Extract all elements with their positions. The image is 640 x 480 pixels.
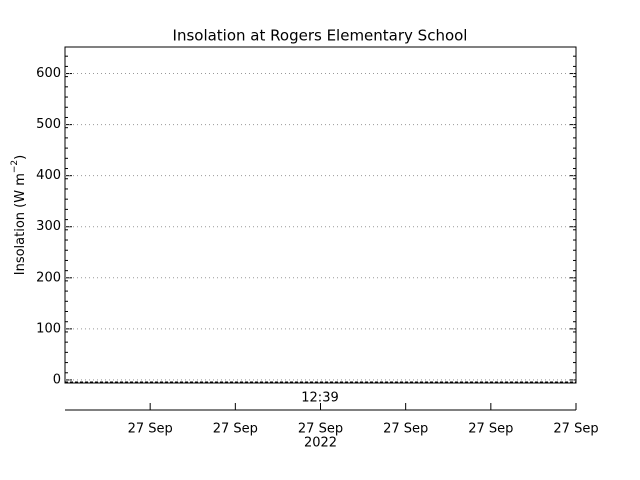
plot-frame (64, 46, 577, 384)
y-tick-label: 400 (36, 168, 61, 183)
y-tick-label: 0 (53, 372, 61, 387)
y-tick-label: 200 (36, 270, 61, 285)
y-tick-label: 100 (36, 321, 61, 336)
y-label-sup: −2 (10, 160, 20, 173)
y-label-text: Insolation (W m (13, 173, 28, 275)
y-tick-label: 500 (36, 117, 61, 132)
x-year-label: 2022 (304, 436, 337, 451)
time-annotation: 12:39 (301, 391, 338, 406)
x-tick-label: 27 Sep (468, 422, 513, 437)
chart-title: Insolation at Rogers Elementary School (173, 27, 468, 45)
x-tick-label: 27 Sep (128, 422, 173, 437)
y-label-close: ) (13, 155, 28, 160)
x-tick-label: 27 Sep (213, 422, 258, 437)
y-axis-label: Insolation (W m−2) (10, 155, 28, 276)
x-tick-label: 27 Sep (553, 422, 598, 437)
x-tick-label: 27 Sep (298, 422, 343, 437)
y-tick-label: 600 (36, 66, 61, 81)
y-tick-label: 300 (36, 219, 61, 234)
x-tick-label: 27 Sep (383, 422, 428, 437)
